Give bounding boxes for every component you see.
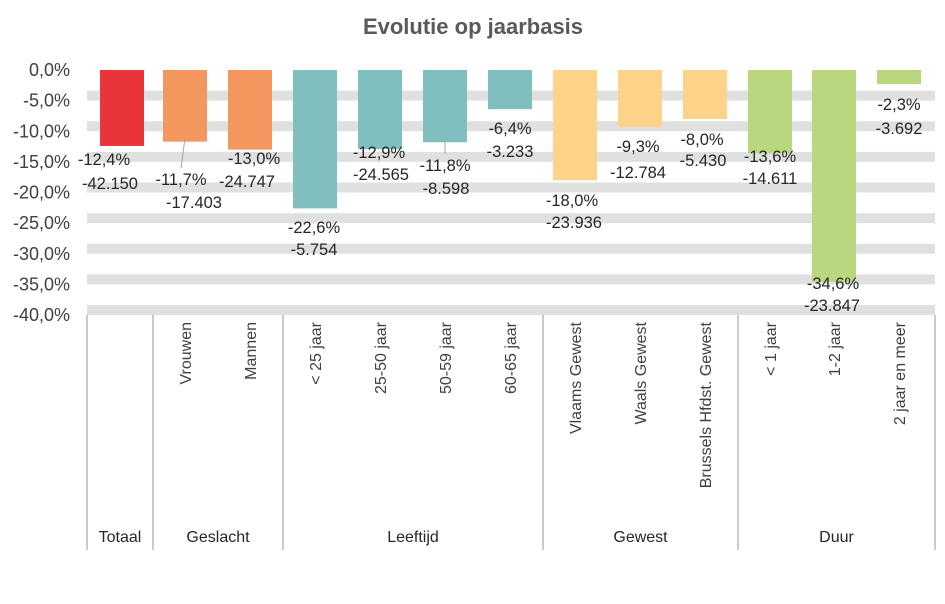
category-label: 1-2 jaar (827, 321, 844, 376)
category-label: Mannen (243, 322, 260, 380)
data-label-percent: -11,7% (155, 171, 206, 189)
grid-band (87, 213, 935, 224)
data-labels: -12,4% -42.150 -11,7% -17.403 -13,0% -24.747 -… (78, 96, 923, 315)
data-label-count: -8.598 (423, 180, 470, 198)
bar (228, 70, 272, 150)
leader-line (180, 137, 186, 169)
data-label-count: -17.403 (166, 194, 222, 212)
data-label-count: -24.747 (219, 173, 275, 191)
y-tick-label: -20,0% (13, 183, 70, 203)
data-label-percent: -11,8% (419, 157, 470, 175)
data-label-percent: -8,0% (680, 131, 723, 149)
category-label: 60-65 jaar (503, 321, 520, 394)
bar (163, 70, 207, 142)
grid-band (87, 182, 935, 193)
data-label-percent: -34,6% (807, 275, 860, 293)
bar (553, 70, 597, 181)
bar (488, 70, 532, 110)
data-label-count: -5.430 (680, 152, 727, 170)
data-label-count: -23.936 (546, 214, 602, 232)
y-tick-label: -30,0% (13, 244, 70, 264)
data-label-percent: -22,6% (288, 219, 341, 237)
data-label-count: -5.754 (291, 241, 338, 259)
y-tick-label: -40,0% (13, 305, 70, 325)
y-tick-label: -10,0% (13, 121, 70, 141)
category-label: 2 jaar en meer (892, 321, 909, 425)
category-label: < 1 jaar (763, 321, 780, 375)
bar (293, 70, 337, 209)
data-label-percent: -12,4% (78, 151, 131, 169)
group-label: Gewest (613, 529, 668, 546)
chart-title: Evolutie op jaarbasis (363, 14, 583, 39)
grid-band (87, 243, 935, 254)
group-label: Geslacht (186, 529, 250, 546)
category-label: 25-50 jaar (373, 321, 390, 394)
data-label-percent: -9,3% (616, 138, 659, 156)
data-label-percent: -6,4% (488, 120, 531, 138)
data-label-count: -24.565 (353, 166, 409, 184)
leader-lines (180, 137, 446, 169)
grid-band (87, 305, 935, 315)
group-label: Duur (819, 529, 854, 546)
bar (877, 70, 921, 85)
data-label-percent: -13,6% (744, 148, 797, 166)
grid-band (87, 121, 935, 132)
category-label: Brussels Hfdst. Gewest (698, 321, 715, 488)
data-label-percent: -13,0% (228, 150, 281, 168)
grid-band (87, 151, 935, 162)
data-label-count: -23.847 (804, 297, 860, 315)
bar (683, 70, 727, 119)
data-label-count: -3.692 (876, 120, 923, 138)
bar (100, 70, 144, 146)
y-tick-label: -5,0% (23, 91, 70, 111)
bar (748, 70, 792, 154)
data-label-count: -12.784 (610, 164, 666, 182)
y-tick-label: 0,0% (29, 60, 70, 80)
data-label-percent: -12,9% (353, 144, 406, 162)
y-axis: 0,0% -5,0% -10,0% -15,0% -20,0% -25,0% -30,0% -… (13, 60, 70, 325)
bars (100, 70, 921, 282)
x-axis: Vrouwen Mannen < 25 jaar 25-50 jaar 50-59 ja… (86, 315, 936, 550)
data-label-percent: -2,3% (877, 96, 920, 114)
category-label: Vrouwen (178, 322, 195, 385)
data-label-count: -3.233 (487, 143, 534, 161)
data-label-count: -14.611 (743, 170, 798, 188)
y-tick-label: -15,0% (13, 152, 70, 172)
bar (358, 70, 402, 150)
bar (618, 70, 662, 127)
y-tick-label: -35,0% (13, 274, 70, 294)
group-label: Leeftijd (387, 529, 439, 546)
bar (812, 70, 856, 282)
category-label: 50-59 jaar (438, 321, 455, 394)
y-tick-label: -25,0% (13, 213, 70, 233)
bar (423, 70, 467, 143)
category-label: Vlaams Gewest (568, 321, 585, 434)
category-label: < 25 jaar (308, 321, 325, 384)
data-label-percent: -18,0% (546, 192, 599, 210)
category-label: Waals Gewest (633, 321, 650, 424)
data-label-count: -42.150 (82, 175, 138, 193)
group-label: Totaal (99, 529, 142, 546)
grid-band (87, 274, 935, 285)
